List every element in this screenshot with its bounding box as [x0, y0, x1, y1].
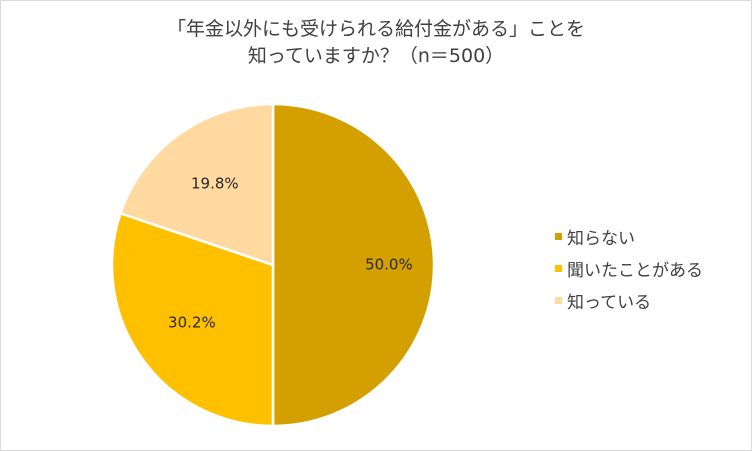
slice-heard-of — [110, 211, 275, 428]
legend-marker-square-icon — [555, 296, 562, 304]
legend-item-heard-of[interactable]: 聞いたことがある — [555, 252, 703, 284]
legend-item-unaware[interactable]: 知らない — [555, 220, 703, 252]
legend: 知らない 聞いたことがある 知っている — [555, 220, 703, 316]
legend-marker-square-icon — [555, 232, 562, 240]
data-label: 50.0% — [365, 256, 413, 274]
legend-label: 知っている — [567, 292, 652, 313]
legend-item-aware[interactable]: 知っている — [555, 284, 703, 316]
data-label: 30.2% — [168, 314, 216, 332]
chart-title-line-1: 「年金以外にも受けられる給付金がある」ことを — [166, 18, 585, 40]
chart-title: 「年金以外にも受けられる給付金がある」ことを 知っていますか？（n＝500） — [0, 16, 752, 70]
data-label: 19.8% — [191, 174, 239, 192]
chart-title-line-2: 知っていますか？（n＝500） — [247, 45, 505, 67]
legend-marker-square-icon — [555, 264, 562, 272]
slice-unaware — [271, 102, 436, 428]
slice-aware — [118, 102, 275, 267]
legend-label: 聞いたことがある — [567, 260, 703, 281]
legend-label: 知らない — [567, 228, 635, 249]
